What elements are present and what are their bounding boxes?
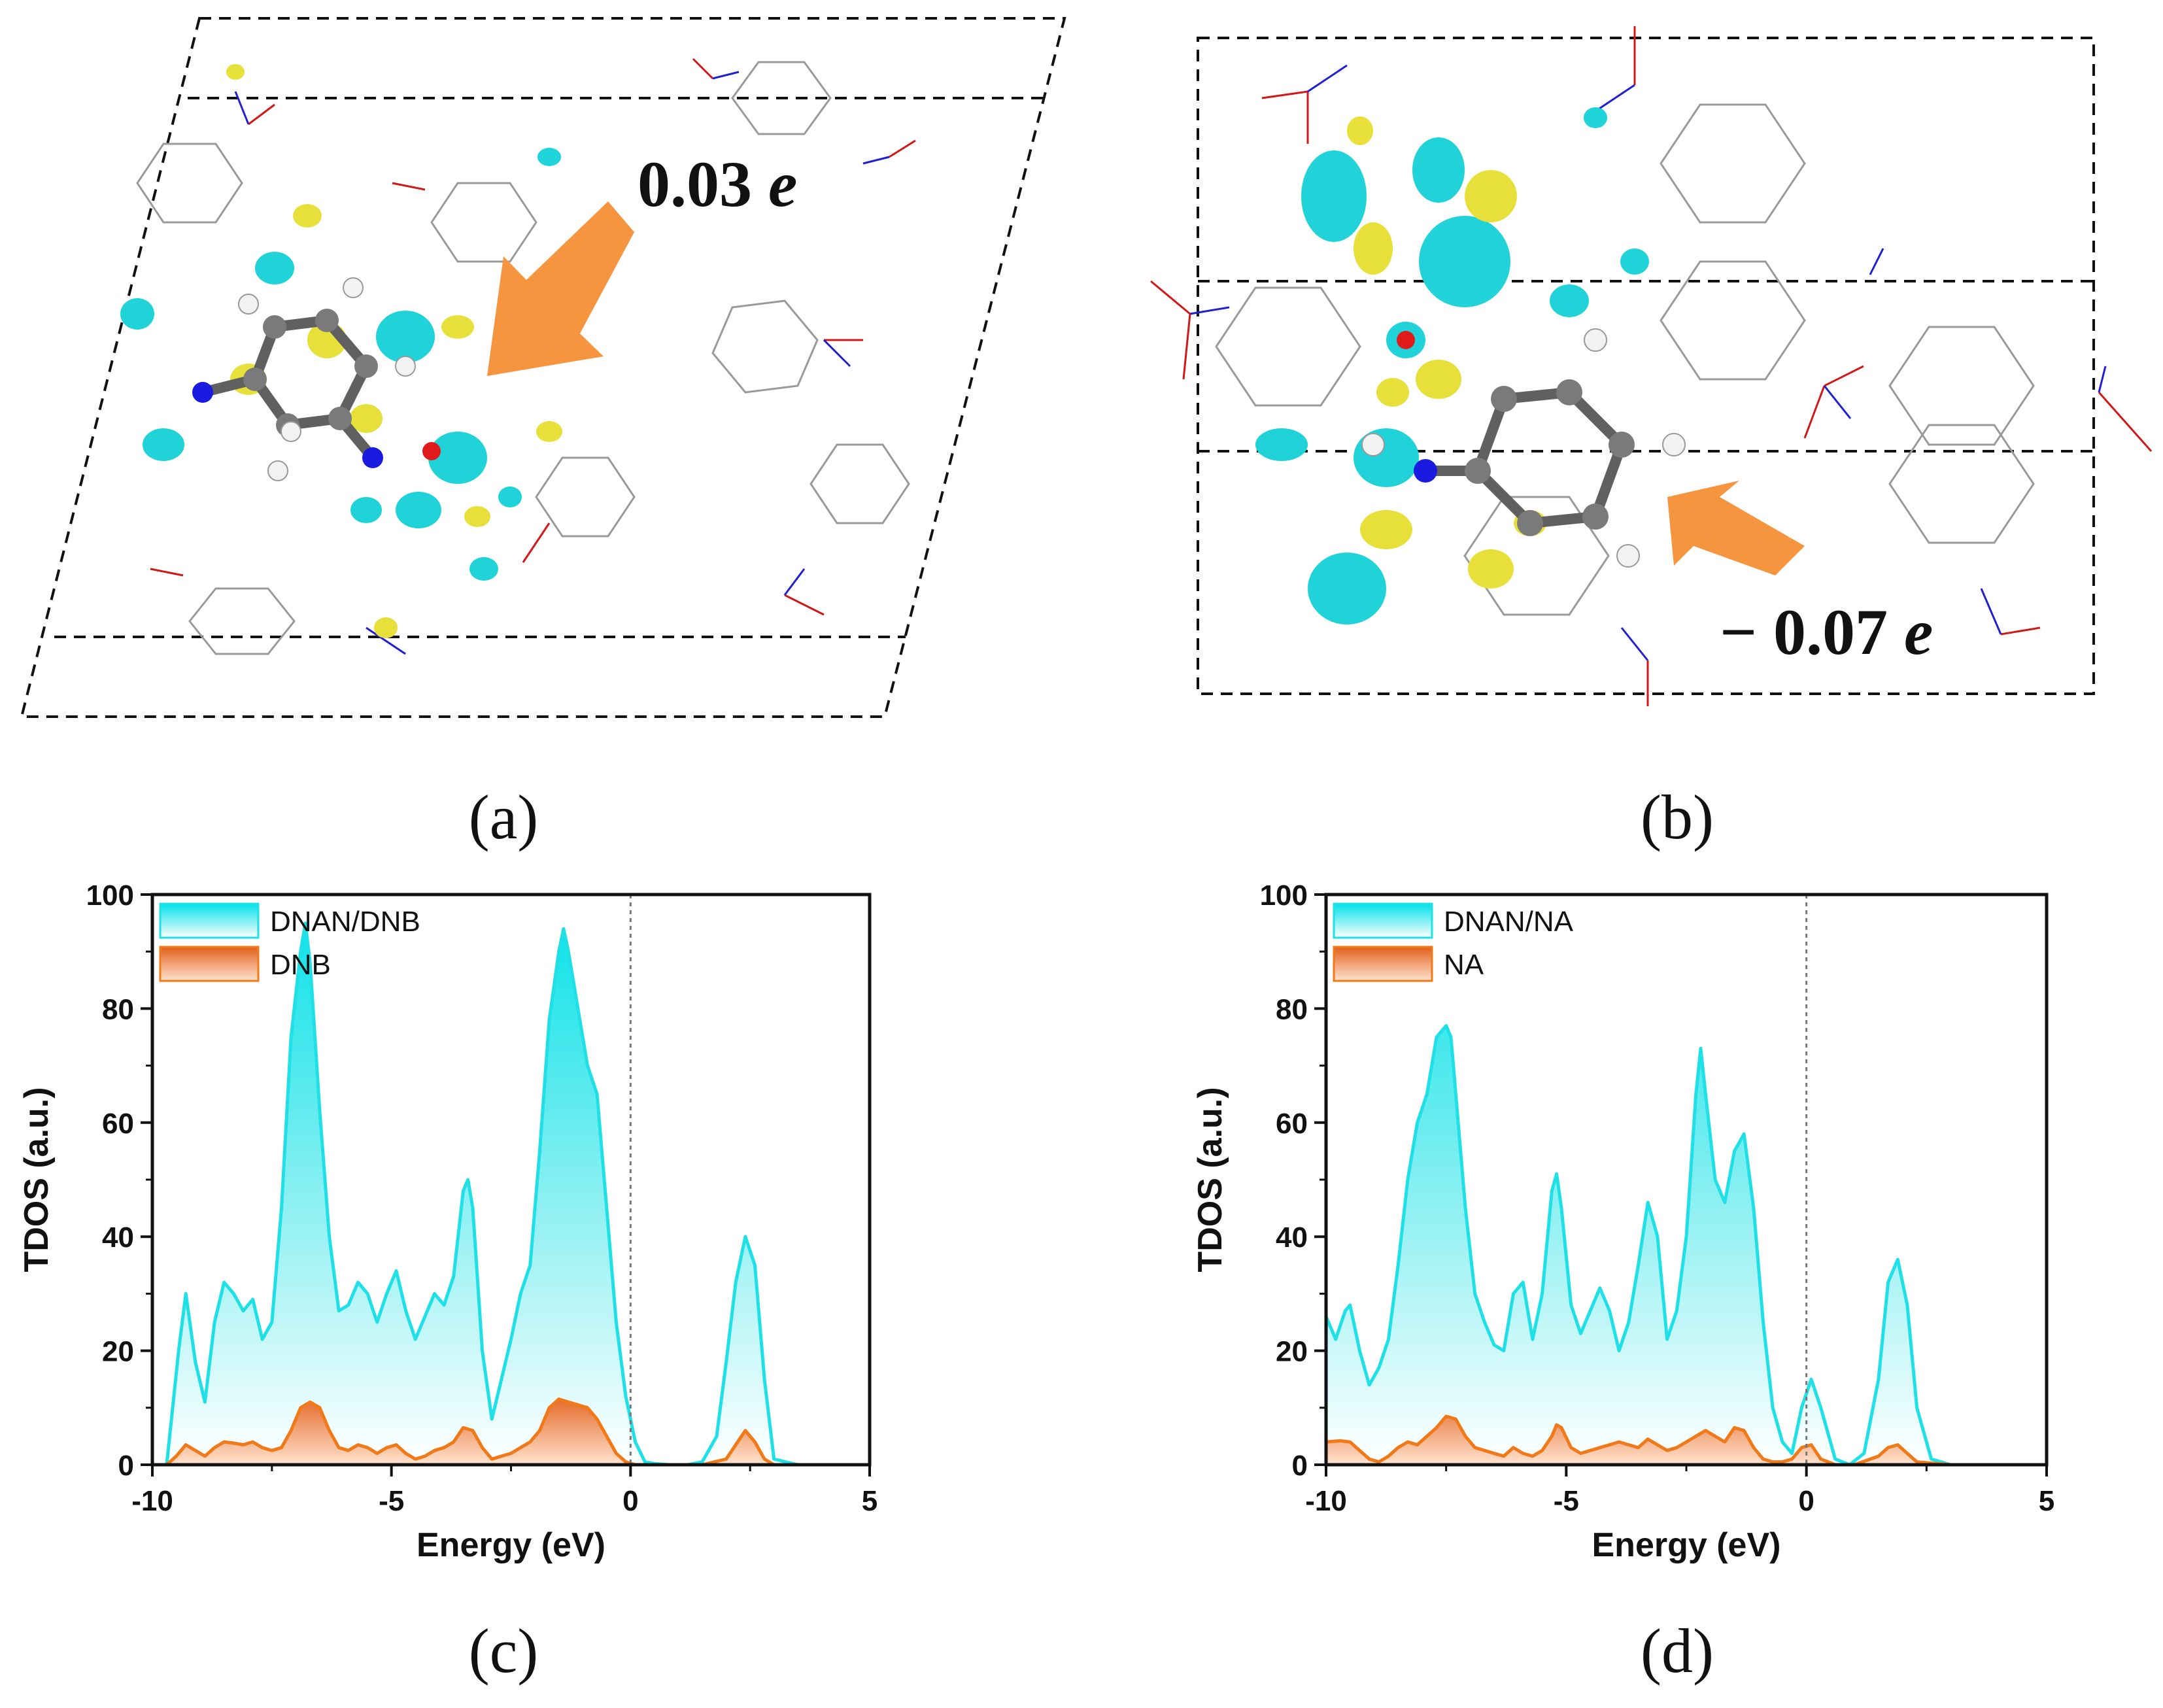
series-line-na xyxy=(1325,1414,2047,1467)
legend-item-dnb: DNB xyxy=(159,946,331,982)
y-tick-label: 20 xyxy=(1276,1336,1308,1368)
charge-transfer-arrow xyxy=(487,201,634,376)
x-tick-label: -10 xyxy=(1305,1485,1347,1517)
tdos-chart-c: -10 -5 0 5 0 20 40 60 80 100 DNAN/DNB DNB Energy (… xyxy=(18,880,877,1686)
x-tick-label: 0 xyxy=(622,1485,638,1517)
panel-label-b: (b) xyxy=(1641,782,1714,852)
panel-label-d: (d) xyxy=(1641,1616,1714,1686)
x-tick-label: 5 xyxy=(2039,1485,2054,1517)
legend-label: DNAN/NA xyxy=(1444,906,1574,938)
ball-and-stick-molecule xyxy=(1361,328,1686,568)
ball-and-stick-molecule xyxy=(192,277,441,481)
charge-value-a: 0.03 e xyxy=(638,148,797,220)
y-tick-label: 100 xyxy=(86,880,134,912)
panel-label-c: (c) xyxy=(469,1616,539,1686)
legend-label: NA xyxy=(1444,949,1484,981)
y-tick-label: 100 xyxy=(1260,880,1308,912)
legend-label: DNAN/DNB xyxy=(270,906,420,938)
y-tick-label: 80 xyxy=(102,993,134,1025)
x-tick-label: -10 xyxy=(131,1485,173,1517)
legend-swatch xyxy=(159,902,260,939)
y-axis-title: TDOS (a.u.) xyxy=(18,1087,56,1272)
legend-item-dnan-na: DNAN/NA xyxy=(1333,902,1574,939)
charge-density-isosurfaces xyxy=(1255,107,1649,624)
nitro-groups xyxy=(150,58,916,655)
x-axis-title: Energy (eV) xyxy=(417,1526,605,1564)
y-tick-label: 80 xyxy=(1276,993,1308,1025)
charge-density-isosurfaces xyxy=(120,64,562,638)
legend-swatch xyxy=(1333,902,1433,939)
y-axis-title: TDOS (a.u.) xyxy=(1191,1087,1229,1272)
charge-value-b: − 0.07 e xyxy=(1720,596,1933,668)
legend-swatch xyxy=(1333,946,1433,982)
background-molecules xyxy=(136,61,910,655)
x-axis-title: Energy (eV) xyxy=(1592,1526,1781,1564)
charge-transfer-arrow xyxy=(1667,481,1805,575)
nitro-groups xyxy=(1150,26,2153,706)
y-tick-label: 0 xyxy=(1292,1450,1308,1482)
panel-label-a: (a) xyxy=(469,782,539,852)
legend-swatch xyxy=(159,946,260,982)
y-tick-label: 20 xyxy=(102,1336,134,1368)
y-tick-label: 40 xyxy=(1276,1221,1308,1254)
unit-cell-boundary xyxy=(20,17,1066,718)
panel-a-structure: 0.03 e (a) xyxy=(20,17,1066,852)
tdos-chart-d: -10 -5 0 5 0 20 40 60 80 100 DNAN/NA NA Energy (eV… xyxy=(1191,880,2054,1686)
legend-item-na: NA xyxy=(1333,946,1484,982)
y-tick-label: 60 xyxy=(102,1108,134,1140)
y-tick-label: 0 xyxy=(118,1450,134,1482)
x-tick-label: -5 xyxy=(1554,1485,1579,1517)
panel-b-structure: − 0.07 e (b) xyxy=(1150,26,2153,852)
unit-cell-boundary xyxy=(1197,37,2095,695)
x-tick-label: 0 xyxy=(1798,1485,1814,1517)
series-area-na xyxy=(1326,1416,2047,1465)
series-area-dnan-dnb xyxy=(152,923,870,1465)
y-tick-label: 40 xyxy=(102,1221,134,1254)
series-area-dnb xyxy=(152,1399,870,1465)
y-tick-label: 60 xyxy=(1276,1108,1308,1140)
legend-item-dnan-dnb: DNAN/DNB xyxy=(159,902,420,939)
legend-label: DNB xyxy=(270,949,331,981)
series-line-dnan-na xyxy=(1324,1024,2047,1467)
background-molecules xyxy=(1215,103,2035,616)
x-tick-label: -5 xyxy=(379,1485,404,1517)
x-tick-label: 5 xyxy=(862,1485,877,1517)
